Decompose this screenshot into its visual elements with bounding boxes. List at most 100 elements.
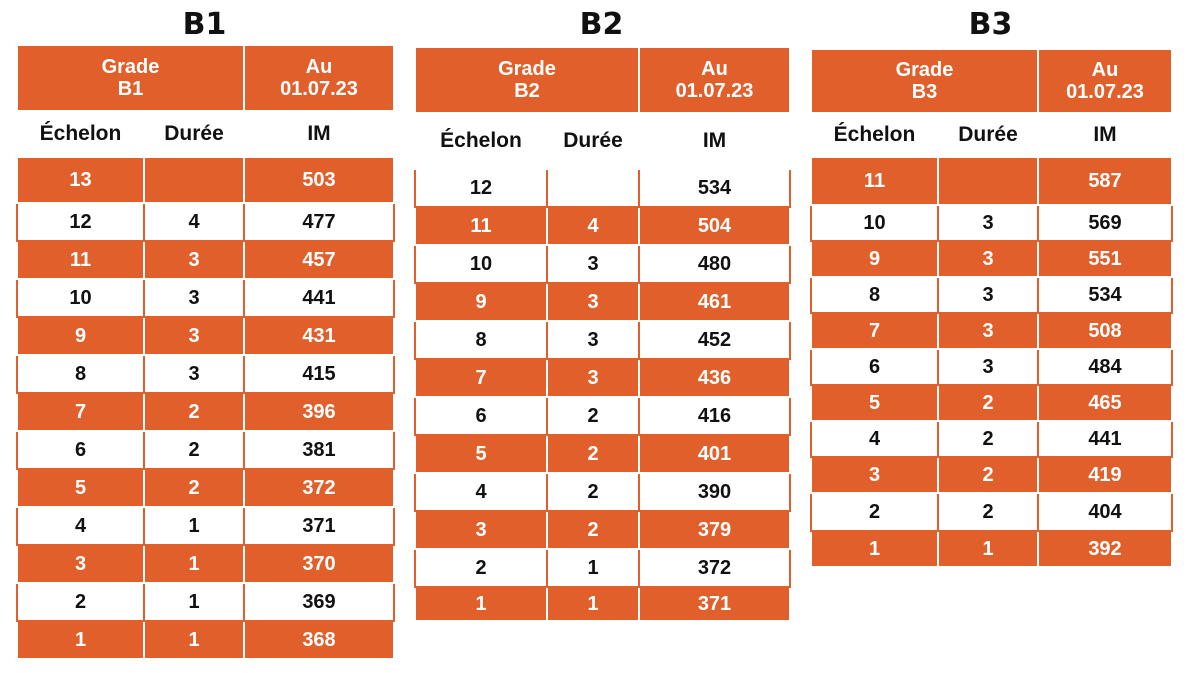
- duree-cell: 3: [546, 320, 640, 360]
- table-row: 11 587: [810, 156, 1173, 206]
- duree-cell: 2: [937, 420, 1039, 458]
- duree-cell: 1: [143, 506, 245, 546]
- grade-code: B2: [514, 80, 540, 102]
- echelon-cell: 7: [810, 312, 939, 350]
- table-row: 12 534: [414, 168, 791, 208]
- duree-cell: 2: [546, 510, 640, 550]
- echelon-cell: 10: [16, 278, 145, 318]
- table-row: 5 2 401: [414, 434, 791, 474]
- duree-cell: [546, 168, 640, 208]
- echelon-cell: 9: [16, 316, 145, 356]
- table-row: 9 3 431: [16, 316, 395, 356]
- echelon-cell: 2: [414, 548, 548, 588]
- duree-cell: 1: [143, 620, 245, 660]
- echelon-cell: 4: [16, 506, 145, 546]
- echelon-cell: 7: [16, 392, 145, 432]
- table-row: 5 2 465: [810, 384, 1173, 422]
- duree-cell: 3: [937, 240, 1039, 278]
- im-cell: 441: [243, 278, 395, 318]
- date-label: Au: [1091, 59, 1119, 81]
- im-cell: 534: [638, 168, 791, 208]
- duree-cell: 1: [546, 586, 640, 622]
- duree-cell: [143, 156, 245, 204]
- table-row: 8 3 534: [810, 276, 1173, 314]
- grade-table: Grade B1 Au 01.07.23 Échelon Durée IM 13 503 12 4 4…: [16, 44, 395, 660]
- table-row: 11 3 457: [16, 240, 395, 280]
- im-cell: 419: [1037, 456, 1173, 494]
- table-row: 6 3 484: [810, 348, 1173, 386]
- duree-cell: 2: [143, 392, 245, 432]
- echelon-cell: 6: [16, 430, 145, 470]
- echelon-column-header: Échelon: [16, 110, 145, 158]
- table-row: 13 503: [16, 156, 395, 204]
- im-cell: 452: [638, 320, 791, 360]
- table-row: 3 1 370: [16, 544, 395, 584]
- table-row: 2 1 369: [16, 582, 395, 622]
- duree-cell: 1: [143, 544, 245, 584]
- table-row: 2 2 404: [810, 492, 1173, 532]
- im-cell: 416: [638, 396, 791, 436]
- im-cell: 504: [638, 206, 791, 246]
- duree-cell: 3: [143, 278, 245, 318]
- duree-cell: 3: [546, 244, 640, 284]
- echelon-cell: 12: [414, 168, 548, 208]
- im-cell: 369: [243, 582, 395, 622]
- echelon-cell: 1: [414, 586, 548, 622]
- echelon-cell: 2: [810, 492, 939, 532]
- echelon-cell: 3: [810, 456, 939, 494]
- date-value: 01.07.23: [675, 80, 754, 102]
- date-label: Au: [701, 58, 728, 80]
- im-cell: 368: [243, 620, 395, 660]
- echelon-cell: 13: [16, 156, 145, 204]
- table-row: 12 4 477: [16, 202, 395, 242]
- duree-cell: 2: [937, 456, 1039, 494]
- duree-column-header: Durée: [546, 112, 640, 170]
- duree-cell: 3: [143, 316, 245, 356]
- duree-cell: 1: [937, 530, 1039, 568]
- echelon-cell: 8: [810, 276, 939, 314]
- grade-code: B1: [117, 78, 144, 100]
- im-cell: 587: [1037, 156, 1173, 206]
- echelon-cell: 5: [810, 384, 939, 422]
- echelon-cell: 9: [810, 240, 939, 278]
- echelon-cell: 4: [414, 472, 548, 512]
- echelon-cell: 7: [414, 358, 548, 398]
- table-row: 9 3 461: [414, 282, 791, 322]
- duree-cell: 2: [143, 430, 245, 470]
- duree-cell: 1: [143, 582, 245, 622]
- im-cell: 371: [243, 506, 395, 546]
- echelon-cell: 11: [16, 240, 145, 280]
- im-cell: 404: [1037, 492, 1173, 532]
- im-cell: 401: [638, 434, 791, 474]
- date-header: Au 01.07.23: [1037, 48, 1173, 114]
- grade-label: Grade: [895, 59, 954, 81]
- duree-cell: 2: [546, 434, 640, 474]
- echelon-cell: 2: [16, 582, 145, 622]
- grade-table: Grade B2 Au 01.07.23 Échelon Durée IM 12 534 11 4 5…: [414, 46, 791, 622]
- date-header: Au 01.07.23: [243, 44, 395, 112]
- echelon-cell: 6: [414, 396, 548, 436]
- table-row: 10 3 441: [16, 278, 395, 318]
- im-cell: 431: [243, 316, 395, 356]
- table-row: 6 2 381: [16, 430, 395, 470]
- table-row: 11 4 504: [414, 206, 791, 246]
- im-cell: 396: [243, 392, 395, 432]
- duree-cell: 3: [546, 282, 640, 322]
- im-cell: 457: [243, 240, 395, 280]
- im-cell: 371: [638, 586, 791, 622]
- echelon-cell: 9: [414, 282, 548, 322]
- im-cell: 534: [1037, 276, 1173, 314]
- im-cell: 372: [638, 548, 791, 588]
- duree-cell: 2: [546, 472, 640, 512]
- table-row: 3 2 419: [810, 456, 1173, 494]
- grade-label: Grade: [101, 56, 160, 78]
- table-row: 7 2 396: [16, 392, 395, 432]
- table-row: 6 2 416: [414, 396, 791, 436]
- table-row: 7 3 508: [810, 312, 1173, 350]
- duree-column-header: Durée: [143, 110, 245, 158]
- im-cell: 465: [1037, 384, 1173, 422]
- duree-cell: 4: [143, 202, 245, 242]
- panel-title: B2: [579, 7, 624, 42]
- im-cell: 436: [638, 358, 791, 398]
- duree-cell: 1: [546, 548, 640, 588]
